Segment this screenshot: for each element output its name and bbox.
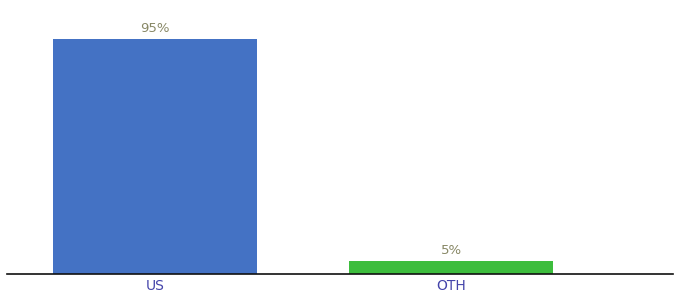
Text: 95%: 95% (140, 22, 170, 35)
Bar (350, 261, 553, 274)
Text: 5%: 5% (441, 244, 462, 257)
Bar (53, 39, 257, 274)
